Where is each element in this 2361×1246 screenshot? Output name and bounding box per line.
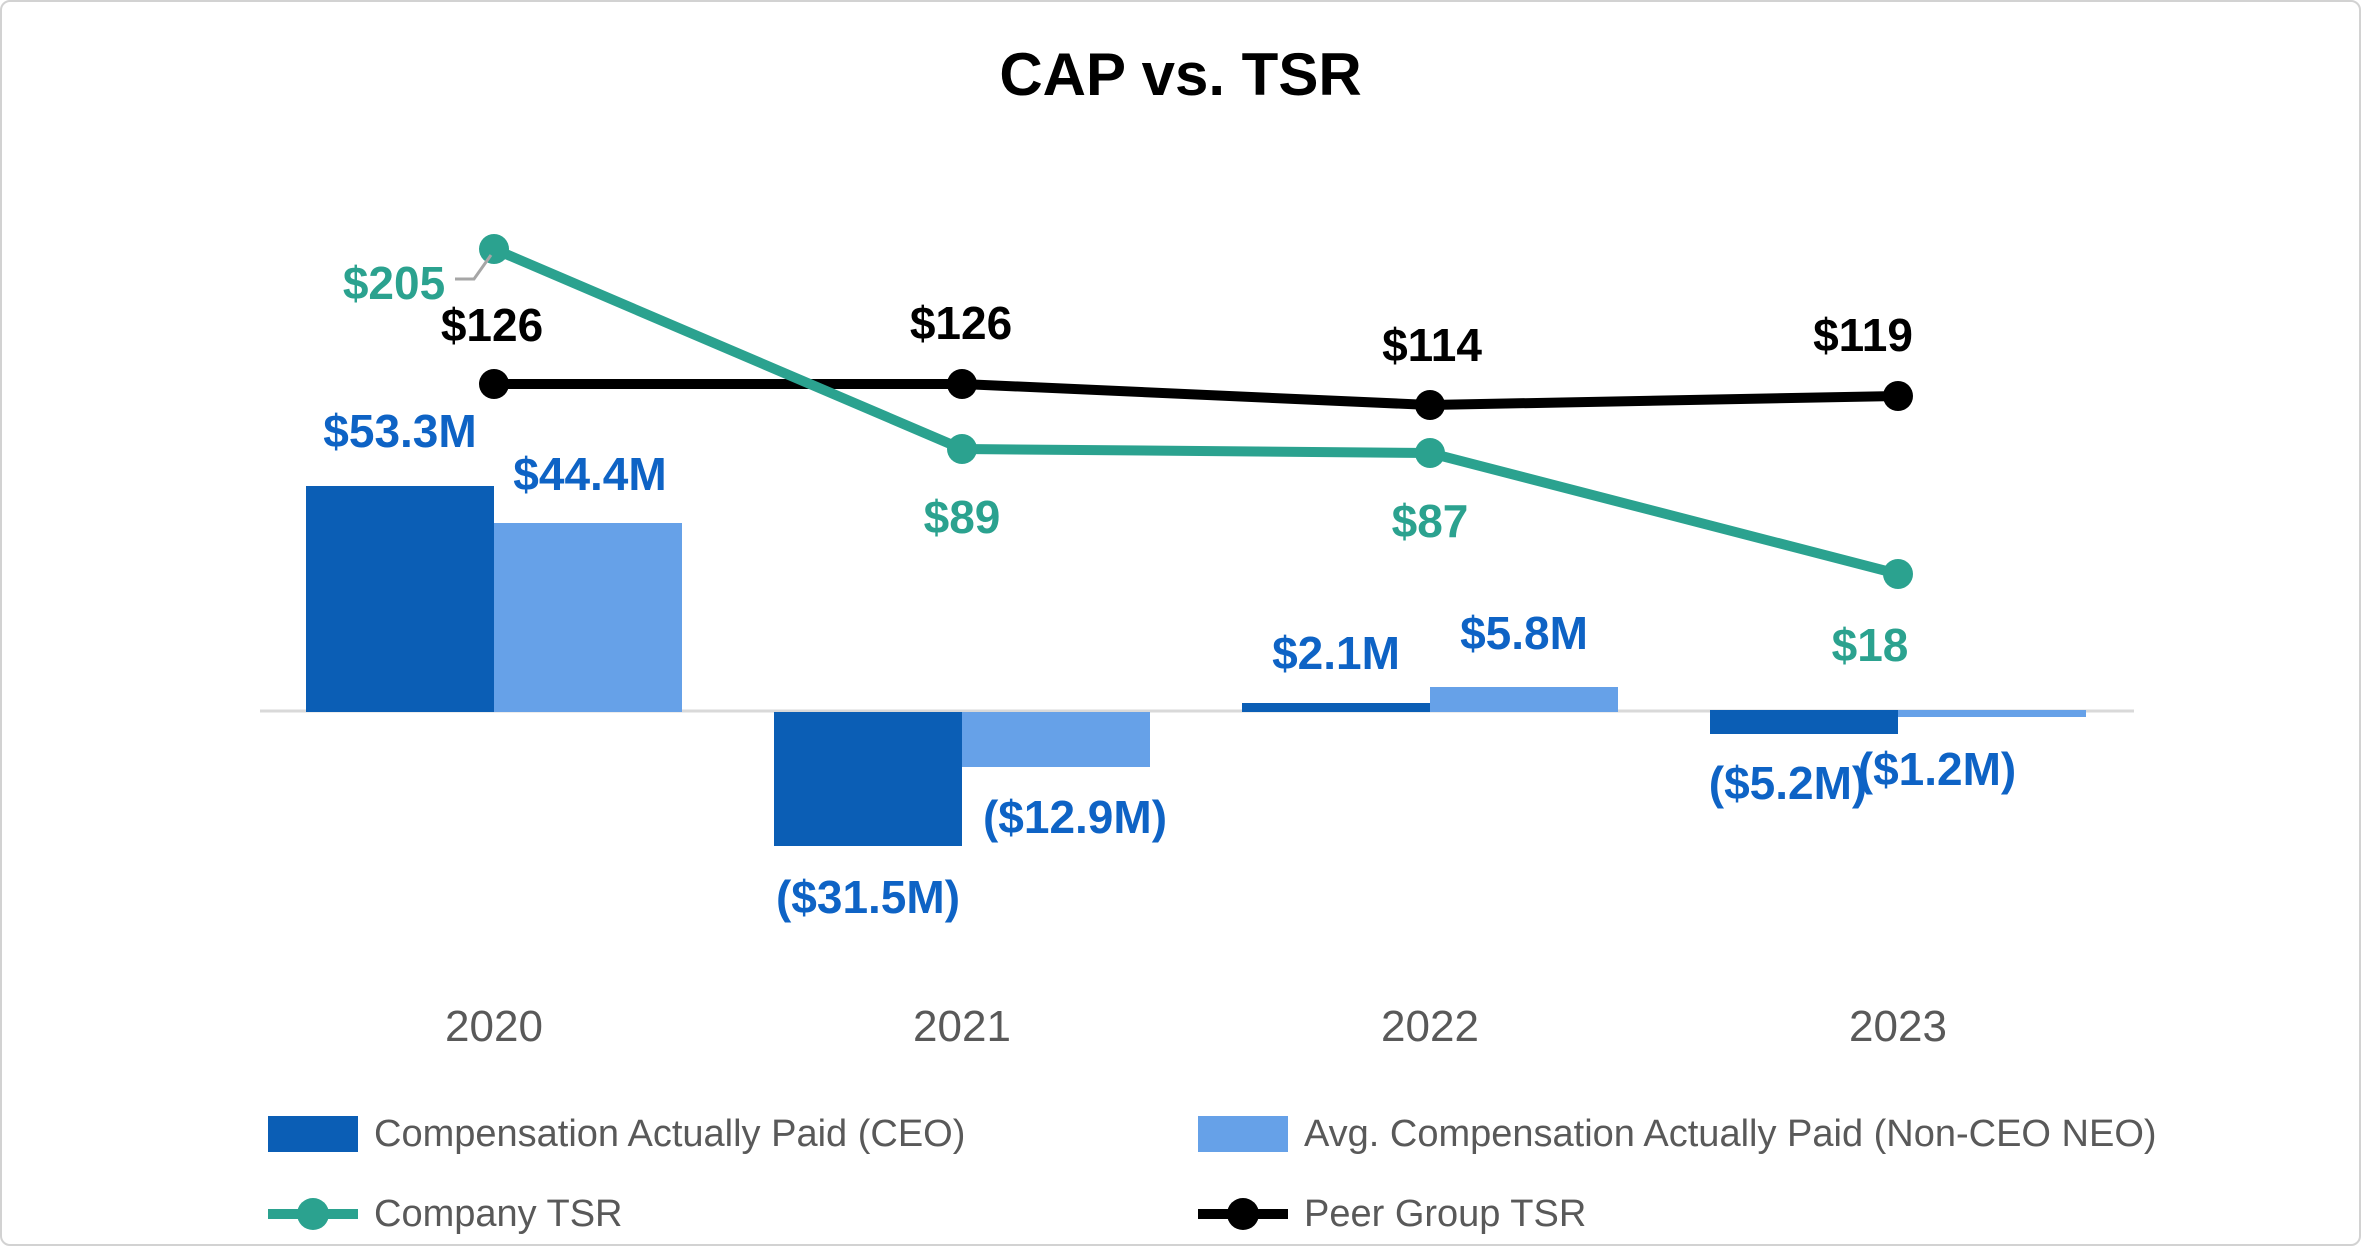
ceo-bar-2022 [1242,703,1430,712]
x-tick-2023: 2023 [1849,1002,1947,1051]
peer-tsr-point-2022 [1415,390,1445,420]
neo-bar-2020 [494,523,682,712]
peer-tsr-label-2022: $114 [1382,319,1482,371]
company-tsr-label-2020: $205 [342,257,446,309]
legend-label-peer-tsr: Peer Group TSR [1304,1192,1587,1235]
peer-tsr-point-2023 [1883,381,1913,411]
peer-tsr-point-2021 [947,369,977,399]
ceo-cap-label-2023: ($5.2M) [1708,757,1868,809]
ceo-bar-2023 [1710,710,1898,734]
company-tsr-point-2022 [1415,438,1445,468]
legend-item-company-tsr: Company TSR [268,1192,623,1236]
company-tsr-label-2021: $89 [923,491,1001,543]
callout-leader-line [455,254,493,281]
company-tsr-point-2020 [479,234,509,264]
neo-bar-2023 [1898,710,2086,717]
legend-label-neo-cap: Avg. Compensation Actually Paid (Non-CEO… [1304,1112,2157,1155]
neo-cap-label-2020: $44.4M [513,448,667,500]
legend-label-ceo-cap: Compensation Actually Paid (CEO) [374,1112,966,1155]
neo-bar-2021 [962,712,1150,767]
company-tsr-label-2022: $87 [1391,495,1469,547]
ceo-bar-2021 [774,712,962,846]
neo-cap-label-2022: $5.8M [1460,607,1588,659]
ceo-bar-2020 [306,486,494,712]
company-tsr-point-2023 [1883,559,1913,589]
legend-swatch-neo-cap [1198,1116,1288,1152]
company-tsr-label-2023: $18 [1831,619,1909,671]
chart-title: CAP vs. TSR [999,41,1362,108]
ceo-cap-label-2022: $2.1M [1272,627,1400,679]
legend-marker-peer-tsr [1198,1198,1288,1230]
x-tick-2022: 2022 [1381,1002,1479,1051]
legend-label-company-tsr: Company TSR [374,1192,623,1235]
ceo-cap-label-2020: $53.3M [323,405,477,457]
neo-cap-label-2023: ($1.2M) [1857,743,2017,795]
x-tick-2021: 2021 [913,1002,1011,1051]
legend-item-ceo-cap: Compensation Actually Paid (CEO) [268,1112,965,1156]
company-tsr-line [492,244,1900,579]
legend-marker-company-tsr [268,1198,358,1230]
peer-tsr-label-2021: $126 [909,297,1013,349]
peer-tsr-label-2020: $126 [440,299,544,351]
legend-item-peer-tsr: Peer Group TSR [1198,1192,1586,1236]
company-tsr-point-2021 [947,434,977,464]
neo-bar-2022 [1430,687,1618,712]
legend-swatch-ceo-cap [268,1116,358,1152]
ceo-cap-label-2021: ($31.5M) [775,871,961,923]
peer-tsr-point-2020 [479,369,509,399]
neo-cap-label-2021: ($12.9M) [982,791,1168,843]
peer-tsr-line [494,379,1899,411]
peer-tsr-label-2023: $119 [1813,309,1913,361]
x-tick-2020: 2020 [445,1002,543,1051]
legend-item-neo-cap: Avg. Compensation Actually Paid (Non-CEO… [1198,1112,2157,1156]
